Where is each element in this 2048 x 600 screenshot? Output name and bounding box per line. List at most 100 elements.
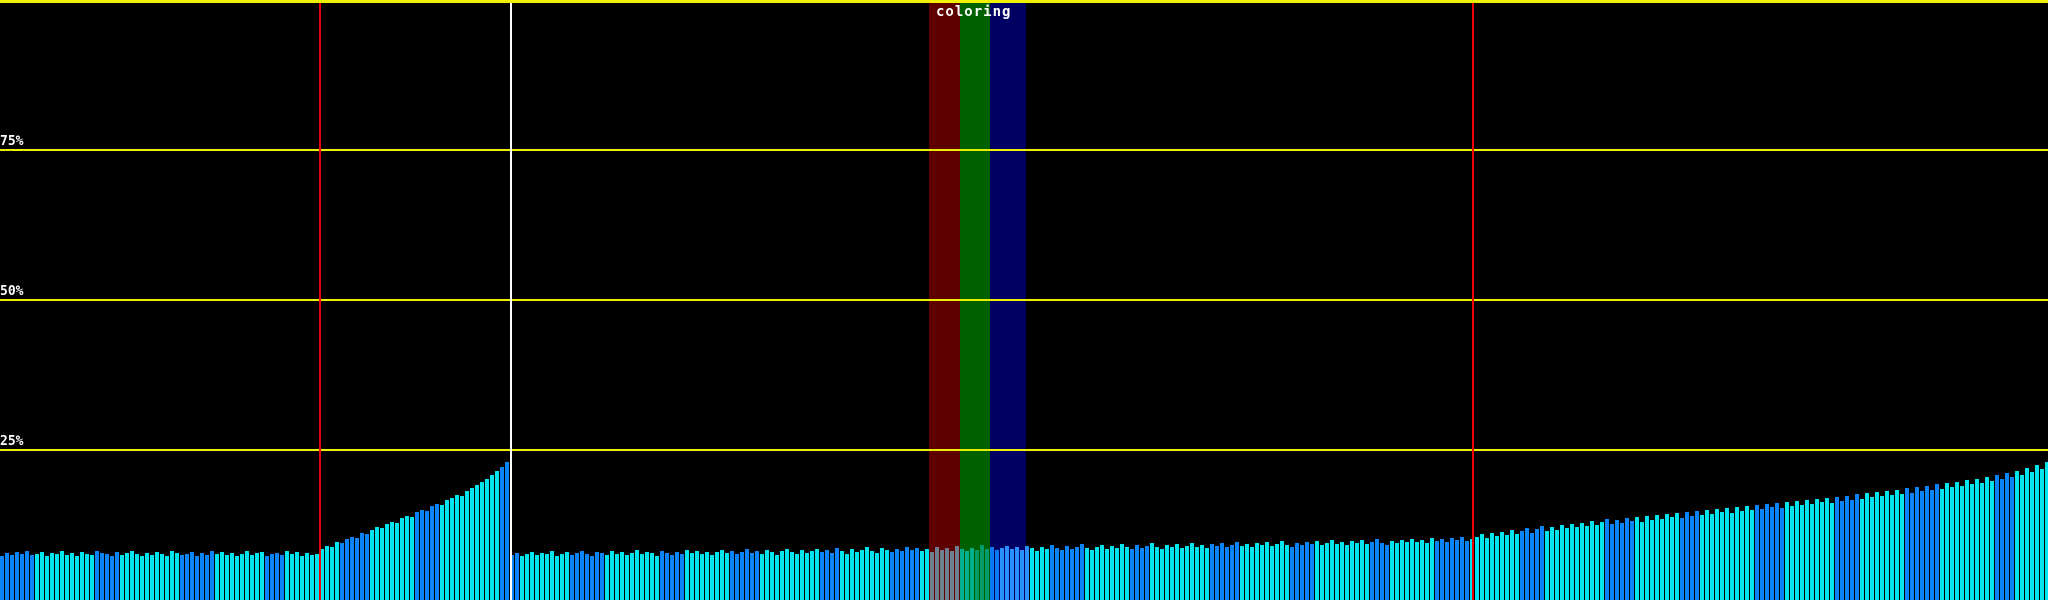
usage-bar xyxy=(1935,484,1939,600)
usage-bar xyxy=(600,553,604,600)
usage-bar xyxy=(345,539,349,600)
usage-bar xyxy=(20,554,24,600)
y-axis-label: 50% xyxy=(0,284,24,299)
usage-bar xyxy=(1105,549,1109,600)
usage-bar xyxy=(1925,486,1929,600)
usage-bar xyxy=(1880,496,1884,600)
usage-bar xyxy=(805,553,809,600)
usage-bar xyxy=(265,556,269,600)
usage-bar xyxy=(1475,537,1479,600)
usage-bar xyxy=(660,551,664,600)
usage-bar xyxy=(255,553,259,600)
usage-bar xyxy=(810,551,814,600)
usage-bar xyxy=(670,555,674,600)
usage-bar xyxy=(1320,545,1324,600)
usage-bar xyxy=(615,554,619,600)
usage-bar xyxy=(820,552,824,600)
usage-bar xyxy=(435,504,439,600)
usage-bar xyxy=(625,555,629,600)
usage-bar xyxy=(1510,530,1514,600)
usage-bar xyxy=(1020,550,1024,600)
usage-bar xyxy=(1445,542,1449,600)
usage-bar xyxy=(585,554,589,600)
usage-bar xyxy=(1905,488,1909,600)
usage-bar xyxy=(1290,547,1294,600)
usage-bar xyxy=(65,555,69,600)
usage-bar xyxy=(1280,541,1284,600)
usage-bar xyxy=(350,537,354,600)
usage-bar xyxy=(980,545,984,600)
usage-bar xyxy=(1435,541,1439,600)
usage-bar xyxy=(190,552,194,600)
usage-bar xyxy=(1795,501,1799,600)
usage-bar xyxy=(1685,512,1689,600)
white-marker-line xyxy=(510,3,512,600)
usage-bar xyxy=(390,522,394,600)
usage-bar xyxy=(1575,527,1579,600)
usage-bar xyxy=(1375,539,1379,600)
usage-bar xyxy=(1430,538,1434,600)
usage-bar xyxy=(1765,504,1769,600)
usage-bar xyxy=(165,556,169,600)
usage-bar xyxy=(340,543,344,600)
red-marker-line-2 xyxy=(1472,3,1474,600)
usage-bar xyxy=(1370,542,1374,600)
usage-bar xyxy=(1200,545,1204,600)
usage-bar xyxy=(1835,497,1839,600)
usage-bar xyxy=(635,550,639,600)
usage-bar xyxy=(890,552,894,600)
gridline-25% xyxy=(0,449,2048,451)
usage-bar xyxy=(825,550,829,600)
usage-bar xyxy=(325,546,329,600)
usage-bar xyxy=(1500,532,1504,600)
usage-bar xyxy=(130,551,134,600)
usage-bar xyxy=(1600,522,1604,600)
usage-bar xyxy=(800,550,804,600)
gridline-75% xyxy=(0,149,2048,151)
usage-bar xyxy=(1670,517,1674,600)
usage-bar xyxy=(645,552,649,600)
usage-bar xyxy=(1125,547,1129,600)
usage-bar xyxy=(1965,480,1969,600)
red-phase-band xyxy=(929,3,960,600)
usage-bar xyxy=(1815,499,1819,600)
gridline-50% xyxy=(0,299,2048,301)
usage-bar xyxy=(755,551,759,600)
usage-bar xyxy=(710,555,714,600)
usage-bar xyxy=(675,552,679,600)
usage-bar xyxy=(1540,526,1544,600)
usage-bar xyxy=(40,552,44,600)
usage-bar xyxy=(2030,472,2034,600)
usage-bar xyxy=(1080,544,1084,600)
usage-bar xyxy=(270,554,274,600)
usage-bar xyxy=(1635,517,1639,600)
usage-bar xyxy=(1215,546,1219,600)
usage-bar xyxy=(120,555,124,600)
usage-bar xyxy=(1570,524,1574,600)
usage-bar xyxy=(1380,543,1384,600)
usage-bar xyxy=(1615,520,1619,600)
usage-bar xyxy=(595,552,599,600)
usage-bar xyxy=(1840,501,1844,600)
usage-bar xyxy=(2025,468,2029,600)
usage-bar xyxy=(105,554,109,600)
usage-bar xyxy=(1455,540,1459,600)
usage-bar xyxy=(620,552,624,600)
usage-bar xyxy=(1860,499,1864,600)
usage-bar xyxy=(500,467,504,600)
green-phase-band xyxy=(960,3,990,600)
usage-bar xyxy=(360,533,364,600)
usage-bar xyxy=(460,496,464,600)
usage-bar xyxy=(1355,543,1359,600)
usage-bar xyxy=(590,556,594,600)
usage-bar xyxy=(1715,509,1719,600)
usage-bar xyxy=(480,482,484,600)
usage-bar xyxy=(1385,545,1389,600)
usage-bar xyxy=(845,554,849,600)
usage-bar xyxy=(1485,538,1489,600)
usage-bar xyxy=(1980,483,1984,600)
usage-bar xyxy=(110,556,114,600)
usage-bar xyxy=(885,550,889,600)
usage-bar xyxy=(1040,547,1044,600)
